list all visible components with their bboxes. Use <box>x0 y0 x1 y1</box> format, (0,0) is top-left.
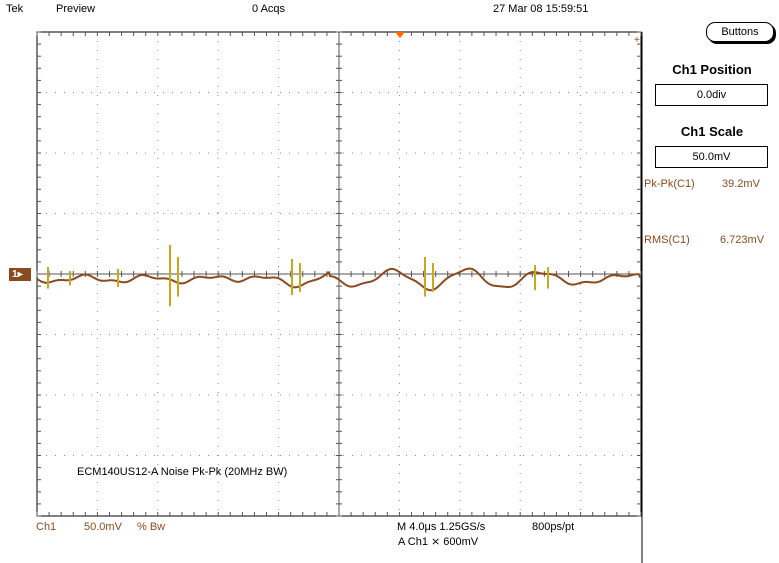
record-resolution: 800ps/pt <box>532 521 575 533</box>
brand-label: Tek <box>6 3 24 15</box>
timebase-readout: M 4.0μs 1.25GS/s <box>397 521 486 533</box>
ch1-waveform <box>36 245 642 307</box>
datetime-label: 27 Mar 08 15:59:51 <box>493 3 589 15</box>
pkpk-label: Pk-Pk(C1) <box>644 178 695 190</box>
ch1-position-field[interactable]: 0.0div <box>655 84 768 106</box>
pkpk-value: 39.2mV <box>722 178 760 190</box>
mode-label: Preview <box>56 3 96 15</box>
svg-text:+: + <box>634 35 640 46</box>
acquisition-count: 0 Acqs <box>252 3 286 15</box>
rms-value: 6.723mV <box>720 234 765 246</box>
buttons-button[interactable]: Buttons <box>706 22 774 42</box>
ch1-scale-title: Ch1 Scale <box>680 124 744 139</box>
ch1-scale-field[interactable]: 50.0mV <box>655 146 768 168</box>
bandwidth-limit-indicator: % Bw <box>137 521 166 533</box>
trigger-readout: A Ch1 ⨯ 600mV <box>398 536 479 548</box>
rms-label: RMS(C1) <box>644 234 690 246</box>
graticule <box>36 31 643 563</box>
trigger-position-marker[interactable] <box>395 32 405 38</box>
waveform-annotation: ECM140US12-A Noise Pk-Pk (20MHz BW) <box>77 466 288 478</box>
ch1-scale-readout: 50.0mV <box>84 521 122 533</box>
ch1-label: Ch1 <box>36 521 57 533</box>
ch1-ground-marker[interactable]: 1▸ <box>9 268 31 281</box>
ch1-trace <box>36 267 642 292</box>
ch1-position-title: Ch1 Position <box>672 62 752 77</box>
ch1-marker-label: 1 <box>12 269 18 280</box>
